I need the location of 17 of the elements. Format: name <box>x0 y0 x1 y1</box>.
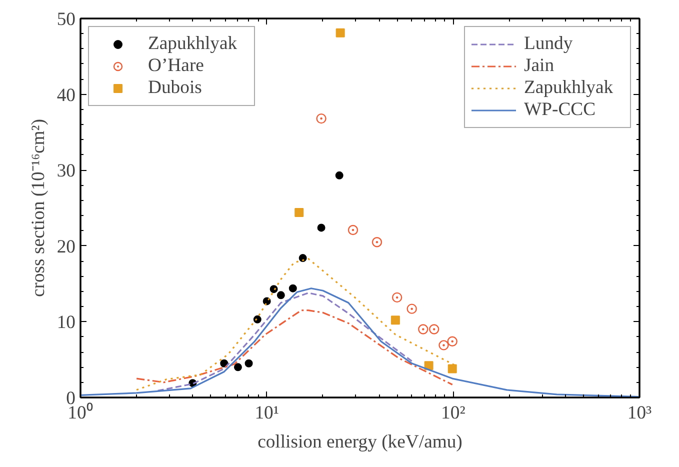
x-axis-title: collision energy (keV/amu) <box>258 432 462 452</box>
y-tick-label: 30 <box>56 160 76 182</box>
x-tick-label: 10¹ <box>254 402 279 424</box>
legend-label: Lundy <box>524 33 574 55</box>
legend-label: Dubois <box>148 77 203 99</box>
legend-label: Zapukhlyak <box>148 33 238 55</box>
y-axis-title: cross section (10⁻¹⁶cm²) <box>28 118 49 298</box>
y-tick-label: 50 <box>56 9 76 30</box>
legend-label: WP-CCC <box>524 99 597 121</box>
x-tick-label: 10³ <box>627 402 652 424</box>
legend-label: Zapukhlyak <box>524 77 614 99</box>
y-tick-label: 20 <box>56 236 76 258</box>
y-tick-label: 40 <box>56 84 76 106</box>
legend-label: O’Hare <box>148 55 205 77</box>
legend-label: Jain <box>524 55 556 77</box>
x-tick-label: 10² <box>441 402 466 424</box>
y-tick-label: 10 <box>56 312 76 334</box>
